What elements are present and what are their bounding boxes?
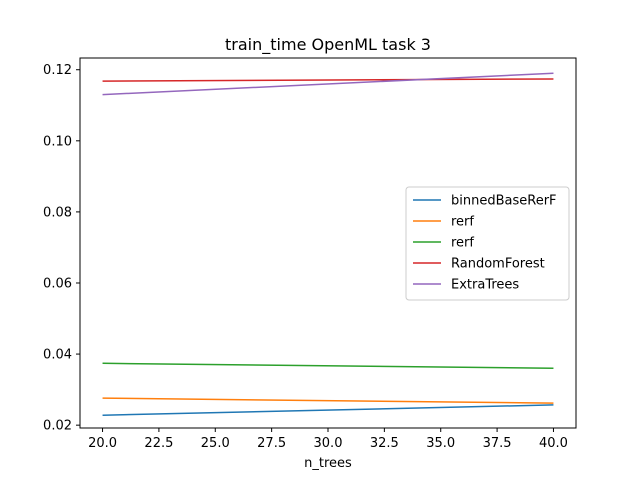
y-axis: 0.02 0.04 0.06 0.08 0.10 0.12 xyxy=(43,63,80,434)
y-tick-label: 0.02 xyxy=(43,419,72,434)
x-tick-label: 30.0 xyxy=(314,436,343,451)
x-tick-label: 32.5 xyxy=(370,436,399,451)
series-layer xyxy=(102,72,554,416)
x-tick-label: 20.0 xyxy=(88,436,117,451)
legend: binnedBaseRerF rerf rerf RandomForest ExtraT… xyxy=(405,186,570,301)
x-tick-label: 37.5 xyxy=(483,436,512,451)
legend-label-2: rerf xyxy=(451,236,474,251)
series-line-0 xyxy=(102,404,554,416)
series-line-3 xyxy=(102,78,554,82)
plot-frame xyxy=(79,57,577,429)
legend-label-4: ExtraTrees xyxy=(451,278,519,293)
series-line-1 xyxy=(102,397,554,404)
series-line-2 xyxy=(102,362,554,370)
y-tick-label: 0.10 xyxy=(43,134,72,149)
x-axis-label: n_trees xyxy=(304,456,352,471)
legend-label-0: binnedBaseRerF xyxy=(451,194,557,209)
legend-label-3: RandomForest xyxy=(451,257,545,272)
y-tick-label: 0.04 xyxy=(43,348,72,363)
legend-box xyxy=(405,186,570,301)
x-tick-label: 35.0 xyxy=(426,436,455,451)
x-tick-label: 27.5 xyxy=(257,436,286,451)
y-tick-label: 0.08 xyxy=(43,205,72,220)
x-tick-label: 40.0 xyxy=(539,436,568,451)
x-axis: 20.0 22.5 25.0 27.5 30.0 32.5 35.0 37.5 40.0 xyxy=(88,428,568,451)
legend-label-1: rerf xyxy=(451,215,474,230)
chart-title: train_time OpenML task 3 xyxy=(225,35,431,55)
x-tick-label: 22.5 xyxy=(144,436,173,451)
y-tick-label: 0.06 xyxy=(43,276,72,291)
series-line-4 xyxy=(102,72,554,96)
y-tick-label: 0.12 xyxy=(43,63,72,78)
x-tick-label: 25.0 xyxy=(201,436,230,451)
